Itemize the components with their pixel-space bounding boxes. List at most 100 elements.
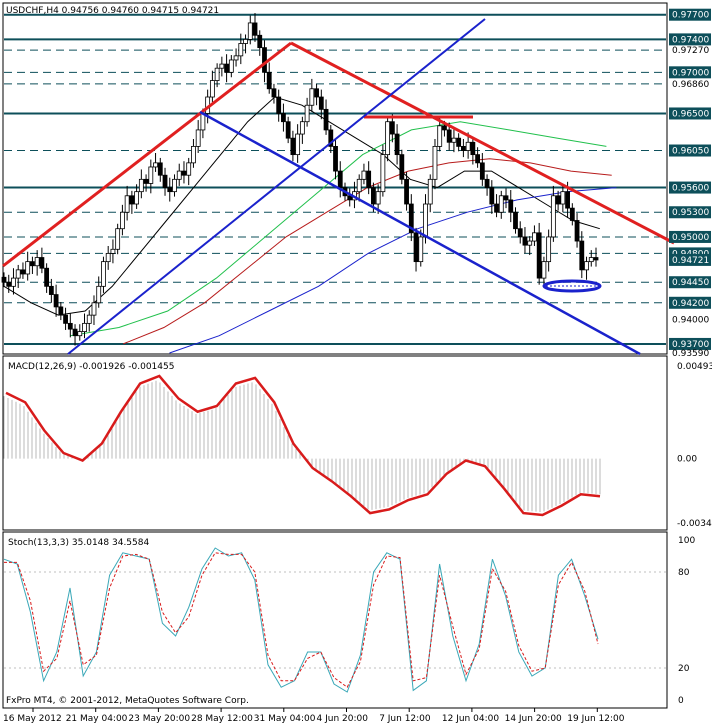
candle-body (442, 125, 447, 131)
candle-body (181, 170, 187, 176)
candle-body (11, 277, 16, 287)
candle-body (162, 174, 168, 188)
candle-body (134, 191, 140, 205)
price-label: 0.94450 (672, 278, 709, 288)
price-label-bg (669, 8, 711, 21)
candle-body (304, 104, 310, 123)
candle-body (579, 240, 585, 271)
candle-body (276, 96, 282, 114)
candle-body (219, 63, 225, 69)
candle-body (157, 162, 163, 176)
candle-body (214, 67, 220, 81)
stoch-panel-frame (2, 531, 668, 709)
candle-body (550, 195, 556, 238)
macd-panel-frame (2, 355, 668, 531)
macd-axis-label: -0.003425 (677, 519, 712, 529)
price-label: 0.95600 (672, 184, 709, 194)
price-label: 0.97270 (672, 46, 709, 56)
stoch-header: Stoch(13,3,3) 35.0148 34.5584 (8, 538, 149, 548)
candle-body (129, 195, 135, 205)
macd-axis-label: 0.004931 (677, 362, 712, 372)
candle-body (48, 285, 54, 295)
price-label: 0.93700 (672, 340, 709, 350)
macd-axis-label: 0.00 (677, 455, 697, 465)
candle-body (404, 178, 409, 205)
price-label: 0.93590 (672, 349, 709, 359)
candle-body (498, 195, 504, 213)
candle-body (243, 38, 248, 44)
candle-body (371, 187, 376, 205)
price-label: 0.94721 (672, 256, 709, 266)
price-label: 0.94000 (672, 315, 709, 325)
candle-body (191, 145, 196, 164)
candle-body (124, 195, 130, 213)
candle-body (105, 253, 111, 263)
candle-body (465, 141, 471, 151)
candle-body (224, 63, 229, 73)
candle-body (167, 187, 173, 193)
candle-body (432, 145, 438, 180)
candle-body (238, 43, 244, 57)
candle-body (356, 178, 362, 193)
stoch-signal-line (4, 552, 599, 688)
candle-body (34, 257, 40, 267)
price-label-bg (669, 337, 711, 350)
candle-body (1, 276, 7, 283)
candle-body (323, 108, 329, 131)
candle-body (318, 96, 324, 110)
candle-body (399, 154, 405, 180)
candle-body (186, 162, 192, 176)
candle-body (489, 187, 495, 205)
candle-body (82, 322, 87, 332)
candle-body (96, 285, 102, 304)
candle-body (584, 261, 589, 271)
price-label: 0.95300 (672, 208, 709, 218)
candle-body (546, 236, 552, 263)
candle-body (560, 191, 566, 205)
candle-body (541, 261, 547, 279)
macd-signal-line (5, 374, 601, 517)
candle-body (266, 71, 272, 90)
price-label-bg (669, 66, 711, 79)
candle-body (446, 129, 452, 143)
candle-body (508, 199, 514, 213)
ma-black-line (3, 96, 600, 316)
price-label-bg (669, 144, 711, 157)
candle-body (451, 137, 457, 143)
candle-body (153, 162, 158, 168)
candle-body (257, 34, 263, 49)
candle-body (86, 314, 92, 324)
candle-body (72, 328, 78, 337)
candle-body (555, 195, 561, 205)
candle-body (233, 55, 239, 61)
time-axis: 16 May 2012 21 May 04:00 23 May 20:00 28 Ma… (3, 708, 625, 724)
candle-body (574, 220, 580, 242)
candle-body (67, 322, 73, 330)
candle-body (522, 236, 528, 246)
price-label-bg (669, 33, 711, 46)
time-label: 16 May 2012 (3, 714, 62, 724)
candle-body (101, 261, 106, 287)
candle-body (314, 88, 319, 98)
candle-body (475, 154, 481, 164)
time-label: 28 May 12:00 (191, 714, 253, 724)
stoch-axis: 100 80 20 0 (678, 536, 695, 706)
candle-body (513, 211, 518, 230)
candle-body (413, 232, 419, 263)
candle-body (588, 257, 594, 263)
candle-body (143, 178, 149, 184)
macd-axis: 0.004931 0.00 -0.003425 (677, 362, 712, 529)
price-label: 0.95000 (672, 233, 709, 243)
time-label: 7 Jun 12:00 (379, 714, 431, 724)
candle-body (6, 281, 12, 287)
price-label: 0.97400 (672, 35, 709, 45)
candle-body (120, 211, 125, 230)
time-label: 12 Jun 04:00 (442, 714, 499, 724)
candle-body (503, 195, 509, 201)
candle-body (247, 22, 253, 40)
time-label: 14 Jun 20:00 (505, 714, 562, 724)
candle-body (115, 228, 121, 250)
candle-body (30, 261, 35, 267)
candle-body (593, 257, 599, 261)
